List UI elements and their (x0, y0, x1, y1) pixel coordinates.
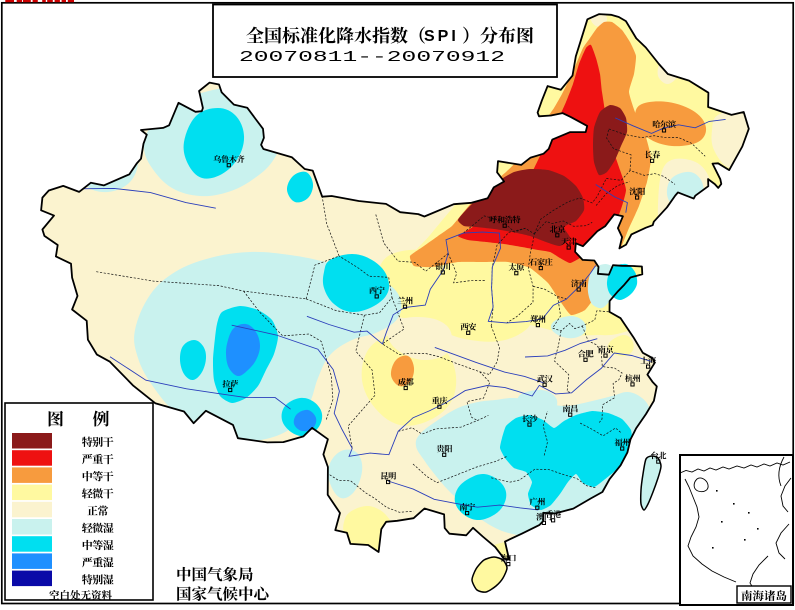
svg-text:20070811--20070912: 20070811--20070912 (239, 49, 505, 66)
svg-text:SPI: SPI (424, 28, 459, 45)
